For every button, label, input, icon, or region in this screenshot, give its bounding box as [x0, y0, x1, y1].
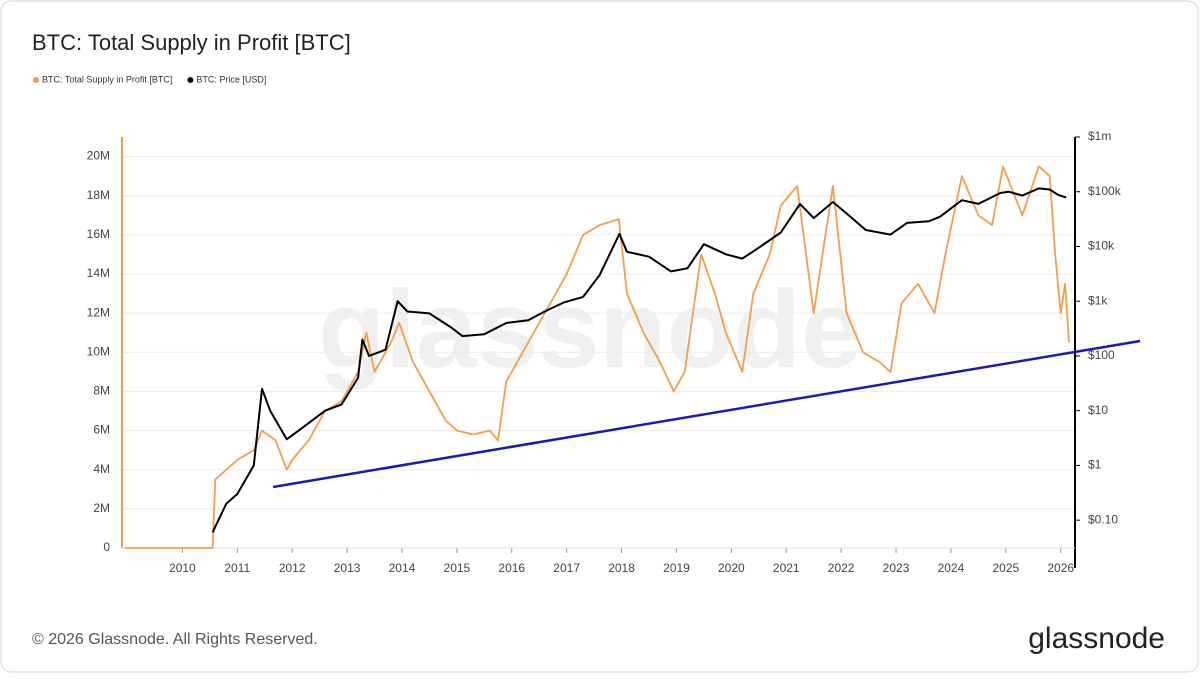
y-tick-label: 10M [87, 344, 110, 358]
y-tick-label: 12M [87, 305, 110, 319]
x-tick-label: 2023 [883, 561, 910, 575]
y2-tick-label: $100k [1088, 184, 1122, 198]
y2-tick-label: $10 [1088, 403, 1108, 417]
x-tick-label: 2019 [663, 561, 690, 575]
x-tick-label: 2010 [169, 561, 196, 575]
y2-tick-label: $1m [1088, 129, 1111, 143]
x-tick-label: 2017 [553, 561, 580, 575]
y2-tick-label: $1k [1088, 293, 1108, 307]
x-tick-label: 2025 [992, 561, 1019, 575]
x-tick-label: 2024 [938, 561, 965, 575]
legend-marker [187, 77, 194, 83]
x-tick-label: 2016 [498, 561, 525, 575]
y-tick-label: 14M [87, 266, 110, 280]
y-tick-label: 16M [87, 227, 110, 241]
y-tick-label: 4M [93, 462, 110, 476]
x-tick-label: 2012 [279, 561, 306, 575]
chart-title: BTC: Total Supply in Profit [BTC] [32, 30, 351, 55]
x-tick-label: 2013 [334, 561, 361, 575]
series-line [211, 187, 1067, 533]
legend-marker [33, 77, 39, 83]
y-tick-label: 8M [93, 384, 110, 398]
x-tick-label: 2022 [828, 561, 855, 575]
y2-tick-label: $10k [1088, 239, 1115, 253]
y2-tick-label: $100 [1088, 348, 1115, 362]
x-tick-label: 2014 [389, 561, 416, 575]
y-tick-label: 0 [103, 540, 110, 554]
x-tick-label: 2018 [608, 561, 635, 575]
y-tick-label: 20M [87, 149, 110, 163]
copyright: © 2026 Glassnode. All Rights Reserved. [32, 631, 318, 648]
legend-label: BTC: Total Supply in Profit [BTC] [42, 74, 172, 84]
x-tick-label: 2011 [224, 561, 250, 575]
x-tick-label: 2021 [773, 561, 800, 575]
legend-label: BTC: Price [USD] [196, 74, 266, 84]
y-tick-label: 2M [93, 501, 110, 515]
y2-tick-label: $1 [1088, 458, 1102, 472]
y-tick-label: 18M [87, 188, 110, 202]
logo: glassnode [1028, 622, 1165, 655]
x-tick-label: 2020 [718, 561, 745, 575]
x-tick-label: 2026 [1047, 561, 1074, 575]
x-tick-label: 2015 [444, 561, 471, 575]
trend-line [272, 339, 1141, 489]
y2-tick-label: $0.10 [1088, 512, 1118, 526]
y-tick-label: 6M [93, 423, 110, 437]
plot-area: 0 2M 4M 6M 8M 10M 12M 14M 16M 18M 20M $0.10 $1 $10 $10… [87, 129, 1122, 575]
